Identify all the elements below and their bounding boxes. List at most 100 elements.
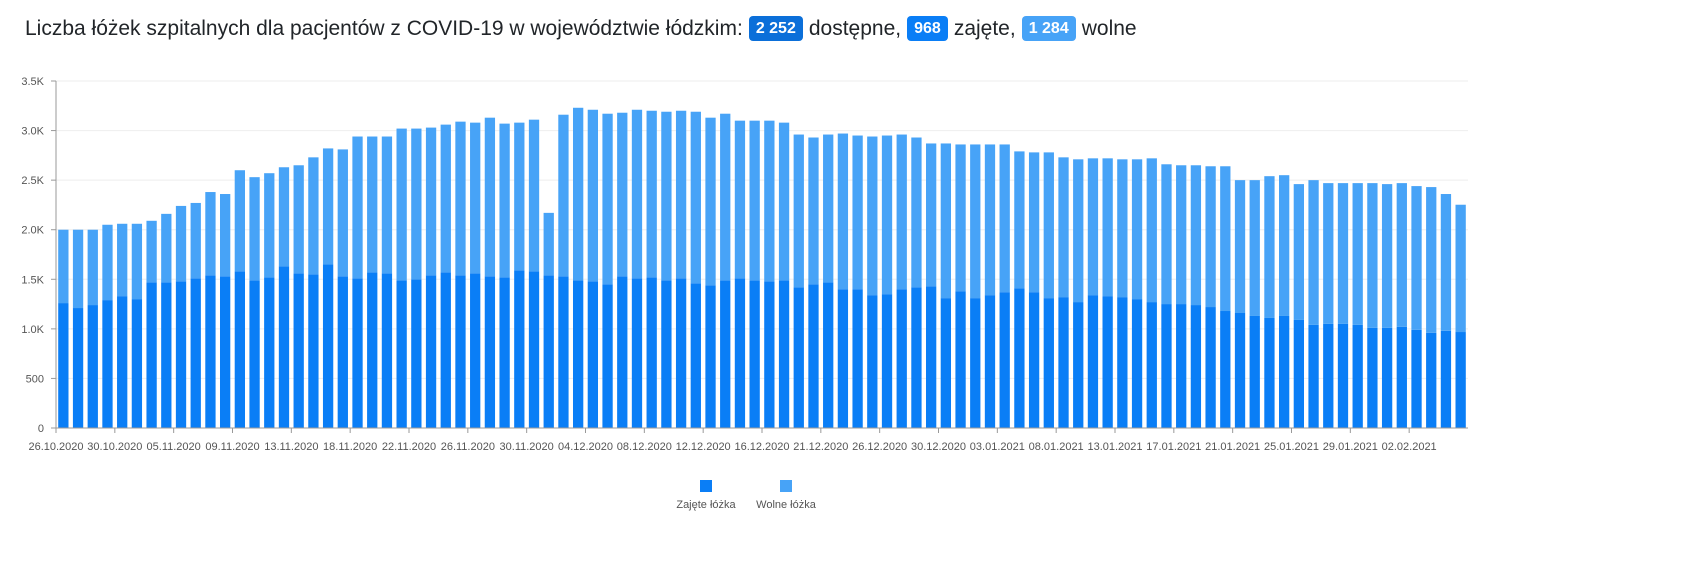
bar-occupied (1161, 304, 1172, 428)
bar-occupied (1190, 305, 1202, 428)
bar-free (219, 194, 231, 277)
bar-free (352, 136, 363, 279)
bar-free (322, 148, 334, 265)
bar-occupied (381, 273, 393, 428)
bar-occupied (1043, 298, 1054, 428)
bar-occupied (631, 278, 643, 428)
bar-free (896, 134, 907, 290)
bar-free (411, 128, 422, 280)
bar-occupied (352, 278, 363, 428)
bar-free (1087, 158, 1099, 296)
bar-free (1323, 183, 1334, 324)
bar-free (1102, 158, 1113, 297)
bar-occupied (558, 276, 569, 428)
bar-occupied (175, 281, 187, 428)
x-tick-label: 04.12.2020 (558, 441, 613, 453)
bar-occupied (1131, 299, 1143, 428)
bar-occupied (661, 280, 672, 428)
x-tick-label: 18.11.2020 (323, 441, 377, 453)
bar-occupied (1411, 329, 1422, 428)
bar-free (734, 120, 746, 279)
bar-free (1308, 180, 1319, 325)
bar-occupied (1146, 302, 1157, 428)
x-tick-label: 05.11.2020 (147, 441, 201, 453)
bar-occupied (58, 303, 69, 428)
bar-occupied (881, 294, 893, 428)
bar-free (58, 229, 69, 304)
bar-occupied (1249, 315, 1260, 428)
bar-occupied (675, 278, 687, 428)
y-tick-label: 1.0K (21, 324, 44, 336)
bar-occupied (705, 285, 716, 428)
bar-free (1381, 184, 1393, 328)
bar-occupied (337, 276, 348, 428)
x-tick-label: 26.10.2020 (28, 441, 83, 453)
bar-free (470, 122, 481, 274)
legend-label: Zajęte łóżka (676, 499, 736, 511)
bar-occupied (87, 305, 98, 428)
occupied-beds-badge: 968 (907, 16, 948, 41)
bar-free (1176, 165, 1187, 305)
y-tick-label: 3.5K (21, 76, 44, 88)
bar-occupied (543, 275, 554, 428)
bar-free (1146, 158, 1157, 303)
bar-occupied (249, 280, 260, 428)
bar-free (970, 144, 981, 299)
bar-free (175, 205, 187, 282)
bar-occupied (514, 270, 525, 428)
bar-free (425, 127, 437, 276)
bar-free (543, 212, 554, 276)
bar-free (955, 144, 966, 292)
bar-occupied (396, 280, 407, 428)
bar-free (117, 223, 128, 297)
bar-occupied (367, 272, 378, 428)
bar-free (1220, 166, 1231, 312)
bar-free (514, 122, 525, 271)
bar-free (984, 144, 996, 296)
bar-occupied (808, 284, 819, 428)
bar-occupied (425, 275, 437, 428)
bar-free (1117, 159, 1128, 298)
chart-heading: Liczba łóżek szpitalnych dla pacjentów z… (25, 16, 1137, 41)
bar-occupied (1117, 297, 1128, 428)
y-tick-label: 0 (38, 423, 44, 435)
bar-occupied (117, 296, 128, 428)
bar-occupied (1058, 297, 1069, 428)
x-tick-label: 17.01.2021 (1146, 441, 1201, 453)
bar-occupied (322, 264, 334, 428)
bar-free (749, 120, 760, 281)
bar-free (1396, 183, 1407, 327)
bar-free (72, 229, 84, 309)
bar-free (1293, 184, 1305, 320)
bar-free (1014, 151, 1025, 289)
x-tick-label: 22.11.2020 (382, 441, 436, 453)
bar-occupied (499, 277, 510, 428)
bar-occupied (602, 284, 613, 428)
bar-free (367, 136, 378, 273)
bar-occupied (1264, 317, 1275, 428)
free-beds-label: wolne (1081, 16, 1137, 40)
bar-free (572, 107, 584, 281)
bar-free (1131, 159, 1143, 300)
x-tick-label: 08.01.2021 (1029, 441, 1084, 453)
bar-occupied (1176, 304, 1187, 428)
bar-free (867, 136, 878, 296)
bar-occupied (1205, 307, 1216, 428)
bar-occupied (293, 273, 304, 428)
bar-occupied (102, 300, 113, 428)
bar-occupied (1367, 327, 1378, 428)
x-tick-label: 26.11.2020 (441, 441, 495, 453)
bar-occupied (219, 276, 231, 428)
bar-occupied (778, 280, 790, 428)
x-tick-label: 29.01.2021 (1323, 441, 1378, 453)
bar-free (823, 134, 834, 283)
bar-occupied (1014, 288, 1025, 428)
bar-free (440, 124, 451, 273)
bar-occupied (161, 282, 172, 428)
bar-occupied (837, 289, 849, 428)
bar-free (1426, 187, 1437, 333)
bar-free (602, 113, 613, 285)
bar-free (205, 192, 216, 276)
bar-free (131, 223, 143, 300)
